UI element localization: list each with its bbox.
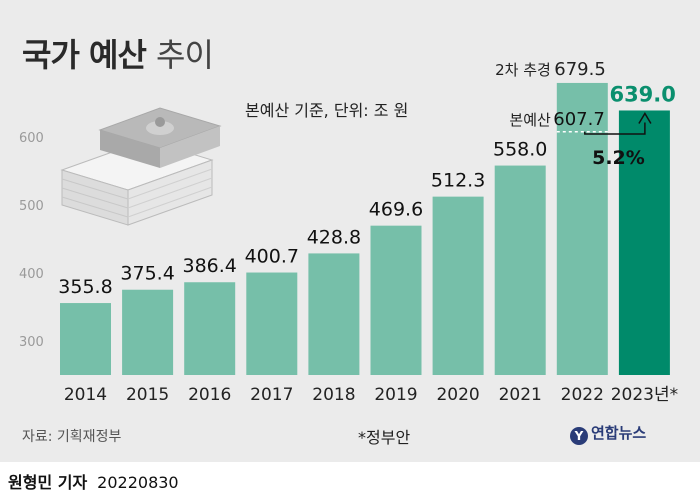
y-axis: 300 400 500 600 xyxy=(19,131,44,350)
money-illustration xyxy=(60,107,222,226)
x-tick-label: 2021 xyxy=(499,385,542,405)
supplementary-label: 2차 추경 xyxy=(495,61,551,79)
data-label: 428.8 xyxy=(307,226,361,248)
data-label: 679.5 xyxy=(554,59,606,80)
y-tick-label: 600 xyxy=(19,131,44,146)
data-label: 558.0 xyxy=(493,139,547,161)
main-budget-value: 607.7 xyxy=(553,109,605,130)
footnote: *정부안 xyxy=(358,428,411,447)
growth-label: 5.2% xyxy=(592,147,645,169)
bar-2023년* xyxy=(618,110,670,375)
source-text: 자료: 기획재정부 xyxy=(22,429,122,445)
bar-2017 xyxy=(246,272,298,375)
reporter-name: 원형민 기자 xyxy=(8,473,88,492)
bar-2021 xyxy=(494,165,546,375)
bars: 2014 355.8 2015 375.4 2016 386.4 2017 400.7 2018… xyxy=(58,59,678,405)
bar-2018 xyxy=(308,253,360,375)
growth-arrowhead xyxy=(638,112,652,124)
bar-chart: 300 400 500 600 2014 355.8 2015 375.4 2016 386.4… xyxy=(19,59,678,405)
data-label: 375.4 xyxy=(120,263,174,285)
data-label: 639.0 xyxy=(609,82,675,106)
x-tick-label: 2023년* xyxy=(611,385,678,405)
chart-title: 국가 예산 추이 xyxy=(22,30,214,76)
x-tick-label: 2022 xyxy=(561,385,604,405)
bar-2020 xyxy=(432,196,484,375)
bar-2014 xyxy=(60,303,111,375)
x-tick-label: 2017 xyxy=(250,385,293,405)
publish-date: 20220830 xyxy=(97,473,179,492)
x-tick-label: 2014 xyxy=(64,385,107,405)
yonhap-logo: Y 연합뉴스 xyxy=(570,422,646,445)
data-label: 469.6 xyxy=(369,199,423,221)
bar-2016 xyxy=(184,282,236,375)
data-label: 400.7 xyxy=(245,246,299,268)
bar-2015 xyxy=(122,289,174,375)
x-tick-label: 2016 xyxy=(188,385,231,405)
byline: 원형민 기자 20220830 xyxy=(8,469,179,493)
x-tick-label: 2018 xyxy=(312,385,355,405)
x-tick-label: 2015 xyxy=(126,385,169,405)
title-bold: 국가 예산 xyxy=(22,36,147,74)
data-label: 355.8 xyxy=(58,276,112,298)
x-tick-label: 2019 xyxy=(374,385,417,405)
main-budget-label: 본예산 xyxy=(509,111,551,129)
y-tick-label: 400 xyxy=(19,267,44,282)
bar-2019 xyxy=(370,225,422,375)
growth-connector xyxy=(584,122,646,135)
y-tick-label: 500 xyxy=(19,199,44,214)
x-tick-label: 2020 xyxy=(436,385,479,405)
logo-icon: Y xyxy=(570,427,588,445)
data-label: 386.4 xyxy=(182,255,236,277)
y-tick-label: 300 xyxy=(19,335,44,350)
chart-subtitle: 본예산 기준, 단위: 조 원 xyxy=(245,101,409,120)
logo-text: 연합뉴스 xyxy=(591,424,647,442)
title-light: 추이 xyxy=(156,36,214,74)
data-label: 512.3 xyxy=(431,170,485,192)
